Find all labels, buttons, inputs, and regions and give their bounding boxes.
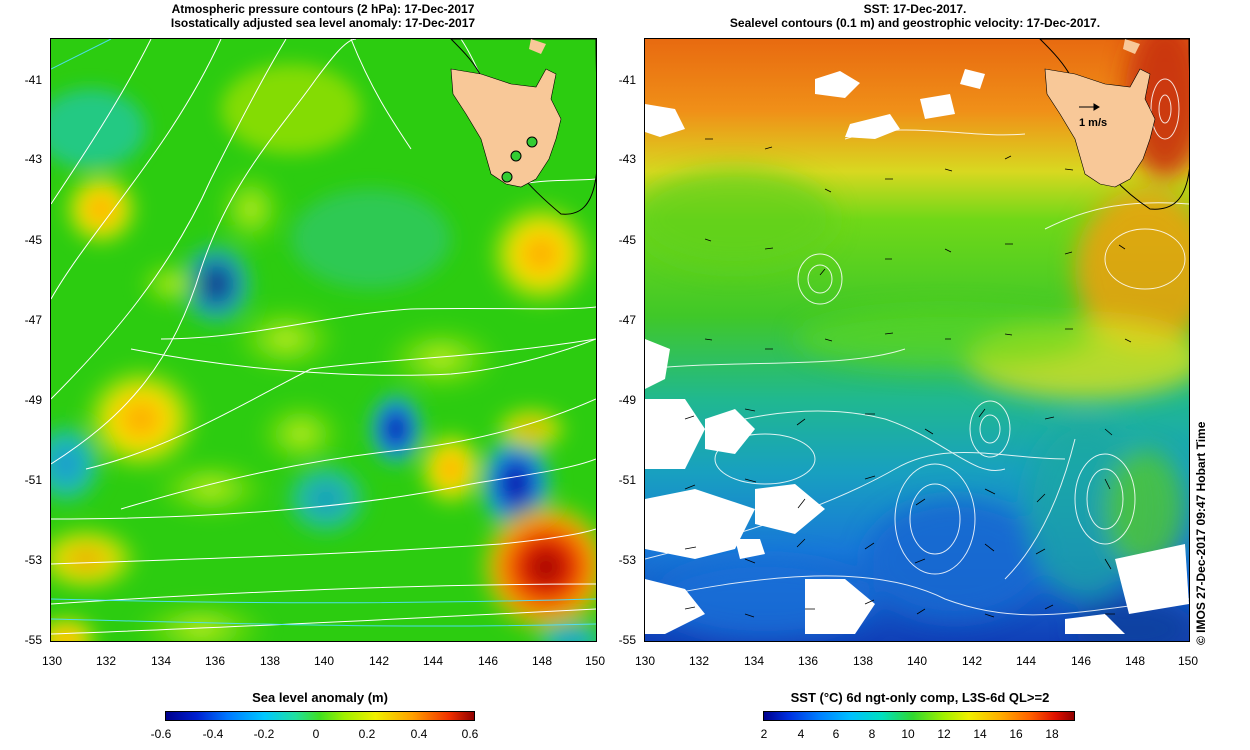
right-title: SST: 17-Dec-2017. Sealevel contours (0.1…: [640, 2, 1190, 30]
left-y-tick: -49: [24, 393, 42, 407]
left-title-line2: Isostatically adjusted sea level anomaly…: [170, 16, 476, 30]
sla-colorbar-label: -0.4: [202, 727, 224, 741]
left-x-tick: 134: [150, 654, 172, 668]
sst-colorbar-label: 18: [1045, 727, 1059, 741]
imos-credit: © IMOS 27-Dec-2017 09:47 Hobart Time: [1194, 421, 1208, 645]
sst-colorbar-label: 16: [1009, 727, 1023, 741]
left-y-tick: -55: [24, 633, 42, 647]
sst-colorbar-label: 14: [973, 727, 987, 741]
velocity-scale-label: 1 m/s: [1079, 117, 1108, 129]
left-x-tick: 136: [204, 654, 226, 668]
left-y-tick: -43: [24, 152, 42, 166]
right-x-tick: 134: [743, 654, 765, 668]
left-x-tick: 142: [368, 654, 390, 668]
sea-level-anomaly-map: [50, 38, 597, 642]
sst-colorbar-label: 10: [901, 727, 915, 741]
right-x-tick: 130: [634, 654, 656, 668]
left-x-tick: 132: [95, 654, 117, 668]
right-x-tick: 138: [852, 654, 874, 668]
sla-colorbar-label: -0.2: [253, 727, 275, 741]
left-x-tick: 150: [584, 654, 606, 668]
left-x-tick: 148: [531, 654, 553, 668]
left-x-tick: 144: [422, 654, 444, 668]
velocity-scale-arrow: [1079, 103, 1100, 111]
tasmania-land: [450, 39, 596, 215]
left-x-tick: 130: [41, 654, 63, 668]
right-x-tick: 142: [961, 654, 983, 668]
sst-colorbar-label: 12: [937, 727, 951, 741]
sst-field: [645, 39, 1189, 641]
right-y-tick: -41: [618, 73, 636, 87]
right-x-tick: 144: [1015, 654, 1037, 668]
right-title-line2: Sealevel contours (0.1 m) and geostrophi…: [729, 16, 1101, 30]
left-x-tick: 138: [259, 654, 281, 668]
right-x-tick: 136: [797, 654, 819, 668]
left-title: Atmospheric pressure contours (2 hPa): 1…: [50, 2, 596, 30]
left-y-tick: -41: [24, 73, 42, 87]
sst-colorbar-label: 6: [832, 727, 840, 741]
sst-colorbar-label: 4: [797, 727, 805, 741]
geostrophic-velocity-vectors: [684, 138, 1132, 618]
right-y-tick: -53: [618, 553, 636, 567]
sla-colorbar: [165, 711, 475, 721]
right-y-tick: -55: [618, 633, 636, 647]
sst-colorbar-label: 2: [760, 727, 768, 741]
right-y-tick: -47: [618, 313, 636, 327]
tasmania-land-right: [1039, 39, 1189, 210]
right-y-tick: -51: [618, 473, 636, 487]
sst-colorbar-title: SST (°C) 6d ngt-only comp, L3S-6d QL>=2: [790, 690, 1050, 705]
right-x-tick: 146: [1070, 654, 1092, 668]
left-title-line1: Atmospheric pressure contours (2 hPa): 1…: [171, 2, 475, 16]
sst-colorbar: [763, 711, 1075, 721]
left-y-tick: -51: [24, 473, 42, 487]
sla-colorbar-label: 0.6: [461, 727, 479, 741]
sla-colorbar-label: 0.4: [410, 727, 428, 741]
left-y-tick: -47: [24, 313, 42, 327]
left-y-tick: -45: [24, 233, 42, 247]
sea-level-anomaly-field: [51, 39, 596, 641]
left-y-tick: -53: [24, 553, 42, 567]
right-title-line1: SST: 17-Dec-2017.: [863, 2, 967, 16]
right-y-tick: -43: [618, 152, 636, 166]
cloud-mask: [645, 69, 1189, 634]
right-x-tick: 140: [906, 654, 928, 668]
sla-colorbar-label: 0.2: [358, 727, 376, 741]
left-x-tick: 140: [313, 654, 335, 668]
sla-colorbar-label: 0: [312, 727, 320, 741]
left-x-tick: 146: [477, 654, 499, 668]
sla-colorbar-label: -0.6: [150, 727, 172, 741]
tide-gauge-markers: [501, 136, 538, 183]
right-x-tick: 132: [688, 654, 710, 668]
right-y-tick: -45: [618, 233, 636, 247]
right-y-tick: -49: [618, 393, 636, 407]
right-x-tick: 148: [1124, 654, 1146, 668]
right-x-tick: 150: [1177, 654, 1199, 668]
sea-level-contours: [645, 78, 1189, 616]
pressure-contours: [51, 39, 596, 635]
cold-pressure-contours: [51, 39, 596, 627]
sst-map: 1 m/s: [644, 38, 1190, 642]
sst-colorbar-label: 8: [868, 727, 876, 741]
sla-colorbar-title: Sea level anomaly (m): [252, 690, 388, 705]
anomaly-blobs: [51, 64, 596, 641]
